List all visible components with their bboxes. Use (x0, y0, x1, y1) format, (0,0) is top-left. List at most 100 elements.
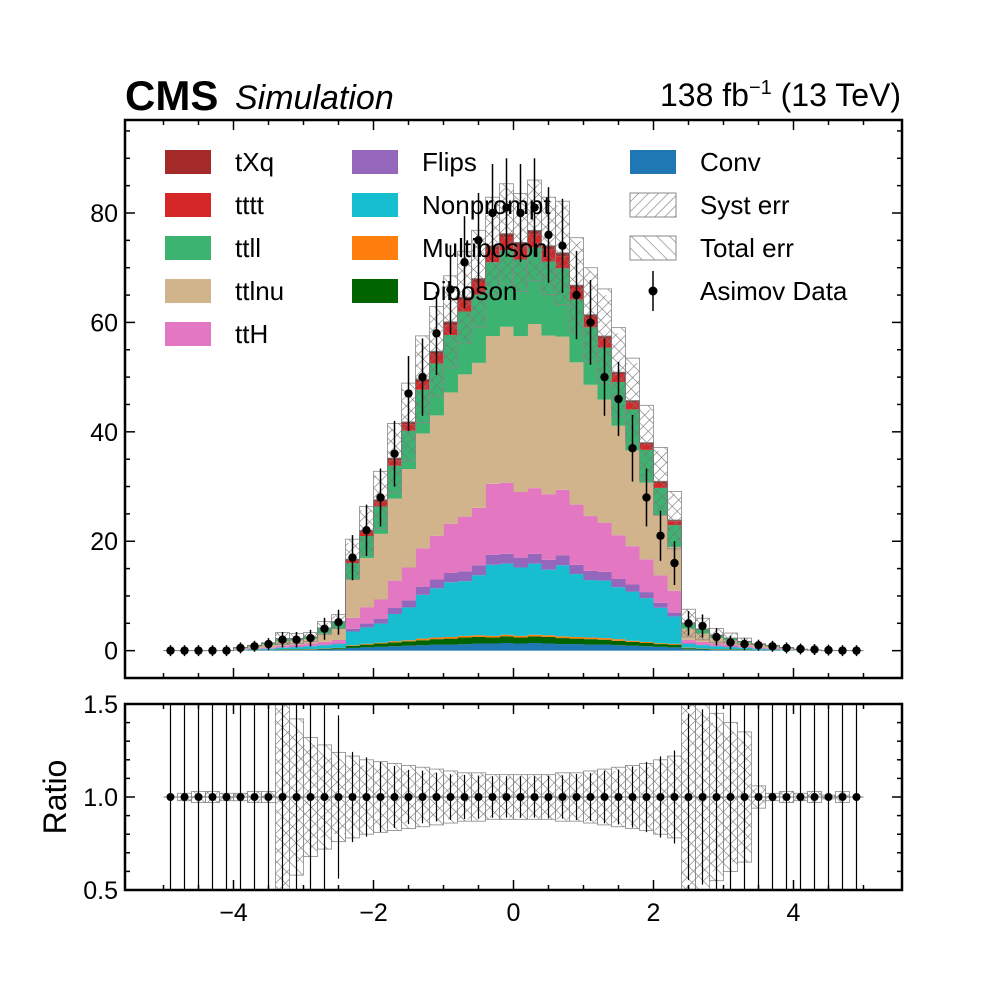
ratio-plot-area (163, 704, 864, 890)
bar-conv (597, 644, 612, 651)
data-point (852, 646, 861, 655)
bar-flips (569, 564, 584, 575)
ratio-point (726, 793, 735, 801)
bar-tth (443, 523, 458, 573)
bar-multiboson (555, 636, 570, 639)
legend-swatch (352, 236, 398, 260)
data-point (516, 208, 525, 218)
data-point (208, 646, 217, 655)
bar-diboson (373, 643, 388, 647)
legend-swatch (352, 279, 398, 303)
bar-diboson (653, 644, 668, 647)
bar-ttlnu (555, 336, 570, 490)
bar-multiboson (583, 637, 598, 640)
bar-multiboson (513, 635, 528, 638)
bar-diboson (569, 638, 584, 645)
bar-conv (373, 646, 388, 651)
bar-flips (639, 592, 654, 599)
data-point (250, 642, 259, 651)
bar-conv (625, 645, 640, 651)
ratio-point (502, 793, 511, 801)
data-point (824, 645, 833, 655)
bar-ttlnu (625, 450, 640, 547)
legend-swatch (352, 193, 398, 217)
bar-diboson (359, 644, 374, 648)
bar-flips (667, 612, 682, 617)
bar-nonprompt (583, 580, 598, 638)
energy-value: (13 TeV) (772, 77, 901, 113)
ratio-point (698, 793, 707, 801)
data-point (544, 230, 553, 240)
ratio-point (208, 793, 217, 801)
bar-diboson (541, 636, 556, 644)
bar-diboson (471, 636, 486, 644)
data-point (446, 285, 455, 294)
bar-nonprompt (387, 613, 402, 642)
ratio-point (474, 793, 483, 801)
bar-nonprompt (569, 574, 584, 637)
ratio-frame (123, 702, 904, 892)
data-point (264, 639, 273, 649)
data-point (502, 203, 511, 212)
bar-conv (513, 643, 528, 651)
bar-flips (373, 618, 388, 624)
bar-nonprompt (275, 647, 290, 650)
bar-ttlnu (443, 392, 458, 524)
bar-multiboson (485, 635, 500, 638)
bar-multiboson (429, 637, 444, 640)
ratio-point (320, 793, 329, 801)
lumi-exponent: −1 (749, 77, 772, 99)
x-tick-label: 0 (507, 899, 521, 927)
bar-tth (429, 535, 444, 580)
data-point (712, 632, 721, 642)
legend-label: tXq (235, 147, 274, 177)
legend-label: ttH (235, 319, 268, 349)
ratio-point (670, 793, 679, 801)
bar-conv (667, 647, 682, 651)
bar-nonprompt (667, 616, 682, 644)
ratio-point (334, 793, 343, 801)
ratio-point (656, 793, 665, 801)
bar-flips (653, 602, 668, 608)
bar-diboson (597, 639, 612, 645)
ratio-point (418, 793, 427, 801)
bar-tth (359, 607, 374, 624)
ratio-point (404, 793, 413, 801)
bar-conv (345, 647, 360, 651)
data-point (306, 633, 315, 643)
bar-flips (457, 571, 472, 582)
legend-label: Conv (700, 147, 761, 177)
bar-nonprompt (317, 645, 332, 649)
ratio-point (530, 793, 539, 801)
bar-diboson (415, 640, 430, 646)
ratio-point (516, 793, 525, 801)
bar-nonprompt (401, 607, 416, 641)
bar-multiboson (625, 640, 640, 642)
bar-diboson (611, 640, 626, 646)
bar-diboson (457, 637, 472, 645)
bar-diboson (331, 648, 346, 650)
bar-diboson (429, 639, 444, 645)
ratio-point (250, 793, 259, 801)
bar-flips (597, 571, 612, 581)
ratio-y-tick-label: 1.0 (83, 784, 118, 812)
bar-flips (513, 557, 528, 568)
data-point (768, 642, 777, 651)
bar-diboson (485, 637, 500, 644)
bar-multiboson (541, 635, 556, 637)
bar-diboson (555, 638, 570, 645)
ratio-point (558, 793, 567, 801)
bar-conv (359, 647, 374, 651)
bar-ttlnu (499, 326, 514, 483)
bar-flips (541, 559, 556, 570)
bar-nonprompt (443, 582, 458, 637)
ratio-point (306, 793, 315, 801)
status-label: Simulation (235, 79, 394, 117)
bar-tth (597, 522, 612, 572)
bar-nonprompt (625, 591, 640, 641)
bar-nonprompt (541, 569, 556, 636)
bar-conv (443, 644, 458, 651)
bar-tth (541, 494, 556, 560)
bar-nonprompt (681, 643, 696, 648)
bar-multiboson (569, 636, 584, 639)
